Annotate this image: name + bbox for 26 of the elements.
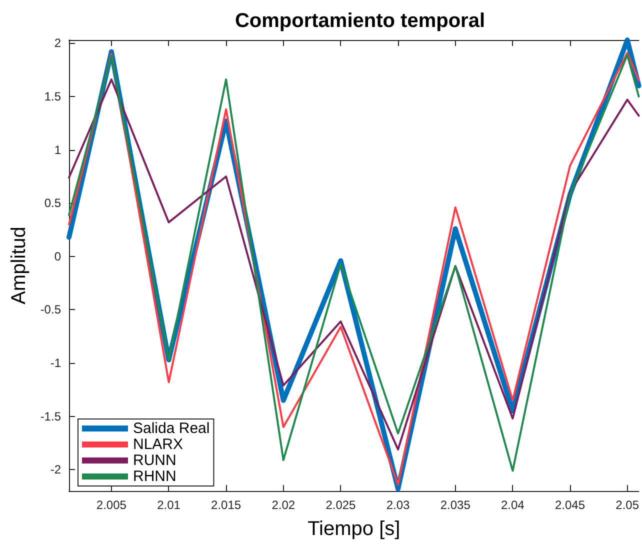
x-tick-label: 2.02 — [272, 498, 296, 512]
x-tick-label: 2.015 — [211, 498, 242, 512]
x-tick-label: 2.025 — [326, 498, 356, 512]
x-tick-label: 2.04 — [500, 498, 525, 512]
y-tick-label: -2 — [50, 462, 62, 477]
y-tick-label: -1 — [50, 356, 62, 370]
y-tick-label: 1.5 — [44, 90, 62, 104]
x-tick-label: 2.035 — [440, 498, 471, 512]
y-tick-label: -0.5 — [40, 302, 62, 317]
legend-label: RUNN — [133, 452, 176, 469]
y-tick-label: 0.5 — [44, 196, 62, 210]
chart-title: Comportamiento temporal — [234, 10, 486, 32]
y-axis-title: Amplitud — [8, 226, 30, 304]
y-tick-label: -1.5 — [40, 409, 62, 424]
x-tick-label: 2.045 — [554, 498, 586, 512]
legend-label: Salida Real — [133, 420, 210, 437]
x-tick-label: 2.005 — [96, 498, 127, 512]
legend-label: NLARX — [133, 436, 184, 453]
legend-label: RHNN — [133, 468, 176, 485]
y-tick-label: 2 — [54, 36, 62, 50]
x-tick-label: 2.05 — [616, 498, 640, 512]
y-tick-label: 1 — [54, 142, 62, 157]
x-tick-label: 2.01 — [157, 498, 181, 512]
x-axis-title: Tiempo [s] — [308, 518, 400, 540]
y-tick-label: 0 — [54, 249, 62, 264]
x-tick-label: 2.03 — [386, 498, 410, 512]
